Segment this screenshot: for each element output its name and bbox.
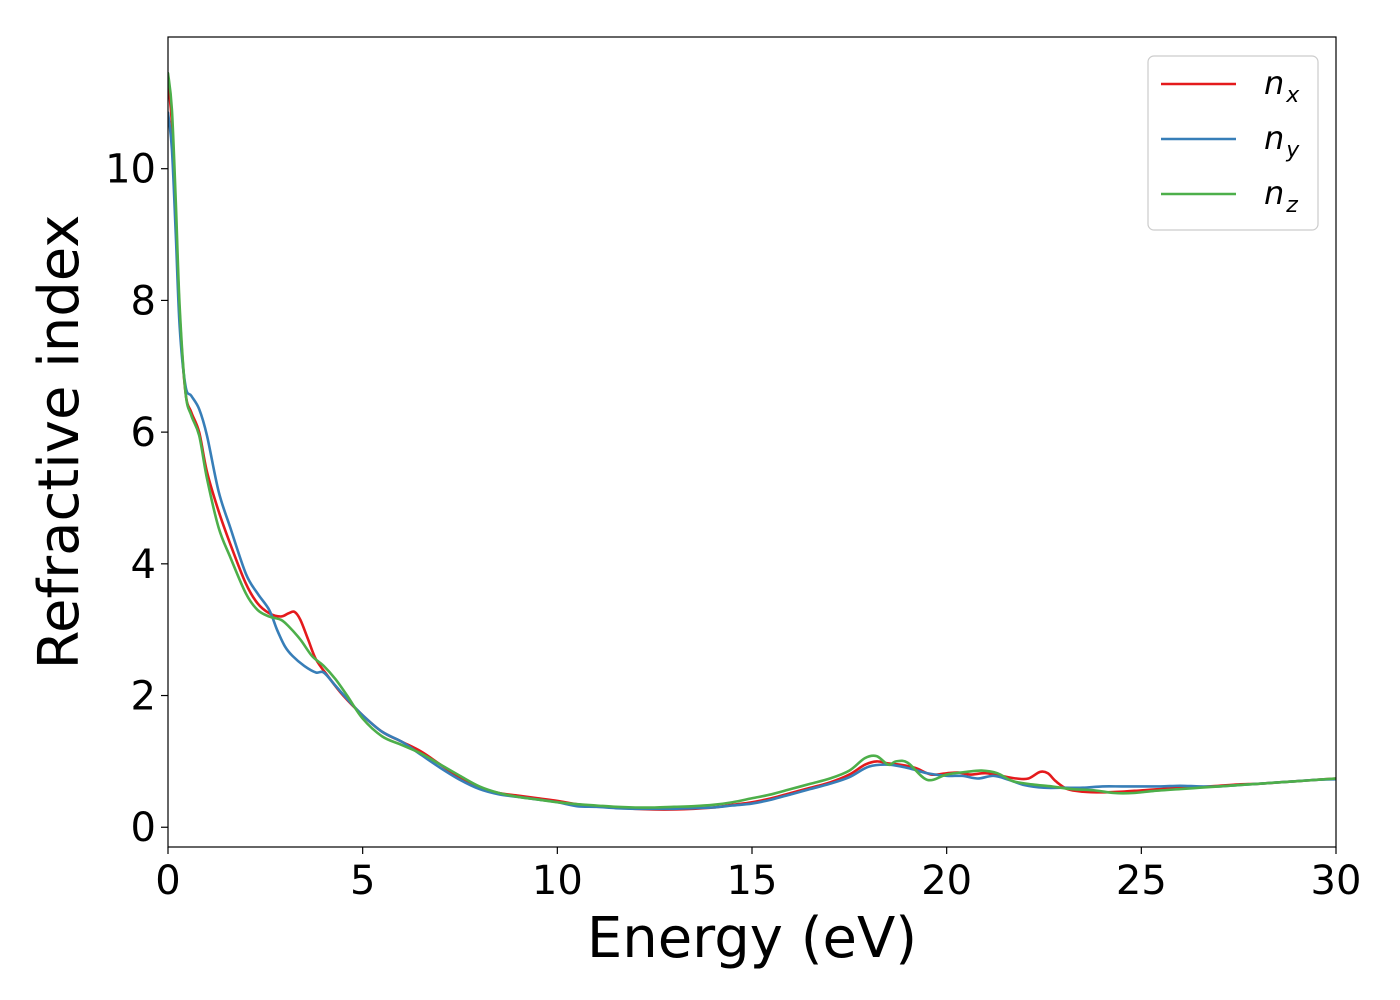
y-tick-label: 4	[131, 542, 156, 588]
y-tick-label: 8	[131, 278, 156, 324]
x-tick-label: 25	[1116, 858, 1167, 904]
y-tick-label: 6	[131, 410, 156, 456]
legend-label-ny: ny	[1264, 119, 1300, 163]
legend-label-nx: nx	[1264, 64, 1300, 108]
y-axis: 0 2 4 6 8 10	[105, 147, 168, 851]
x-tick-label: 15	[727, 858, 778, 904]
series-layer	[168, 71, 1336, 811]
x-tick-label: 0	[155, 858, 180, 904]
y-tick-label: 10	[105, 147, 156, 193]
x-tick-label: 5	[350, 858, 375, 904]
x-tick-label: 10	[532, 858, 583, 904]
legend: nx ny nz	[1147, 55, 1319, 231]
y-axis-title: Refractive index	[27, 215, 92, 670]
legend-items: nx ny nz	[1161, 64, 1300, 218]
y-tick-label: 2	[131, 674, 156, 720]
legend-box	[1147, 55, 1319, 231]
series-line-nz	[168, 71, 1336, 809]
y-tick-label: 0	[131, 805, 156, 851]
legend-label-nz: nz	[1264, 174, 1298, 218]
x-axis-title: Energy (eV)	[587, 906, 917, 971]
x-tick-label: 20	[921, 858, 972, 904]
x-tick-label: 30	[1311, 858, 1362, 904]
x-axis: 0 5 10 15 20 25 30	[155, 847, 1361, 904]
